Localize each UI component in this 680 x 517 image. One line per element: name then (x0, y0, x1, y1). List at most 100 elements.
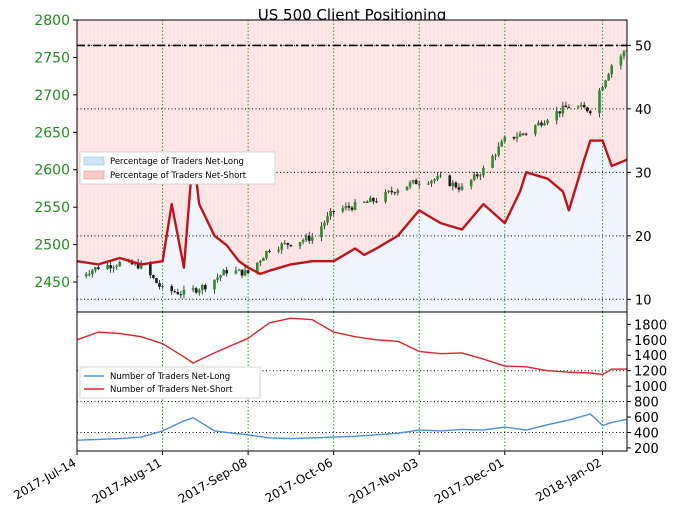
candle-body (451, 182, 455, 186)
candle-body (149, 262, 152, 276)
candle-body (344, 206, 348, 209)
date-tick-label: 2017-Oct-06 (263, 455, 335, 505)
candle-body (387, 190, 390, 192)
left-tick-label: 2800 (34, 13, 70, 29)
right-tick-label: 10 (635, 293, 652, 308)
left-tick-label: 2700 (34, 88, 70, 104)
candle-body (176, 292, 180, 295)
date-tick-label: 2017-Dec-01 (432, 455, 506, 506)
candle-body (625, 50, 627, 52)
candle-body (353, 202, 357, 210)
right-percent-axis: 10 20 30 40 50 (627, 39, 652, 308)
candle-body (283, 242, 287, 244)
left-tick-label: 2650 (34, 125, 70, 141)
left-tick-label: 2600 (34, 163, 70, 179)
candle-body (585, 107, 589, 112)
candle-body (243, 270, 247, 276)
candle-body (77, 276, 79, 278)
candle-body (561, 105, 565, 114)
percentage-area-fills (77, 20, 627, 312)
net-short-count-line (77, 317, 627, 376)
candle-body (286, 242, 290, 245)
candle-body (222, 269, 225, 276)
left-tick-label: 2550 (34, 200, 70, 216)
candle-body (323, 222, 326, 227)
date-tick-label: 2018-Jan-02 (533, 455, 604, 504)
bottom-panel-frame (76, 311, 628, 452)
net-short-area (77, 20, 627, 274)
count-tick-label: 1600 (634, 334, 667, 349)
candle-body (197, 290, 201, 293)
candle-body (341, 208, 345, 212)
candle-body (433, 179, 436, 181)
candle-body (417, 183, 421, 185)
candle-body (448, 175, 452, 186)
candle-body (503, 136, 507, 142)
candle-body (558, 111, 562, 114)
candle-body (521, 133, 525, 135)
trader-count-lines (77, 317, 627, 441)
candle-body (500, 141, 504, 147)
candle-body (375, 201, 378, 203)
candle-body (179, 294, 183, 296)
right-tick-label: 50 (635, 39, 652, 54)
right-tick-label: 20 (635, 230, 652, 245)
candle-body (310, 237, 314, 241)
candle-body (384, 191, 387, 202)
candle-body (396, 190, 400, 194)
candle-body (564, 105, 568, 108)
candle-body (411, 180, 415, 183)
candle-body (439, 175, 442, 177)
candle-body (240, 269, 244, 276)
count-tick-label: 1200 (634, 365, 667, 380)
candle-body (369, 197, 372, 203)
candle-body (365, 201, 369, 203)
candle-body (246, 270, 250, 274)
candle-body (320, 226, 323, 238)
candle-body (469, 179, 473, 187)
date-tick-label: 2017-Jul-14 (11, 455, 78, 502)
candle-body (298, 242, 302, 247)
candle-body (194, 288, 198, 293)
candle-body (277, 249, 280, 252)
candle-body (546, 120, 549, 124)
count-tick-label: 400 (634, 426, 659, 441)
candle-body (326, 216, 329, 223)
candle-body (598, 90, 601, 114)
bottom-legend: Number of Traders Net-Long Number of Tra… (79, 366, 261, 399)
candle-body (301, 240, 305, 243)
candle-body (265, 250, 268, 259)
candle-body (543, 123, 546, 126)
candle-body (152, 275, 155, 279)
count-tick-label: 1400 (634, 349, 667, 364)
candle-body (94, 267, 97, 271)
candle-body (430, 180, 433, 184)
candle-body (106, 265, 109, 270)
candle-body (589, 111, 592, 114)
candle-body (427, 183, 430, 185)
date-tick-label: 2017-Sep-08 (176, 455, 250, 506)
candle-body (607, 74, 610, 81)
candle-body (200, 285, 204, 291)
count-tick-label: 800 (634, 396, 659, 411)
candle-body (414, 180, 418, 185)
candle-body (115, 266, 119, 268)
candle-body (515, 136, 519, 139)
candle-body (158, 283, 161, 287)
date-axis: 2017-Jul-14 2017-Aug-11 2017-Sep-08 2017-Oc… (11, 451, 604, 506)
candle-body (610, 65, 614, 75)
candle-body (90, 270, 94, 275)
count-tick-label: 1800 (634, 318, 667, 333)
candle-body (534, 125, 537, 134)
candle-body (268, 250, 271, 252)
candle-body (524, 133, 528, 135)
candle-body (84, 274, 88, 277)
candle-body (332, 210, 335, 212)
net-long-area (77, 140, 627, 312)
right-tick-label: 40 (635, 103, 652, 118)
right-tick-label: 30 (635, 166, 652, 181)
date-tick-label: 2017-Nov-03 (347, 455, 421, 506)
legend-net-long-count: Number of Traders Net-Long (110, 372, 230, 382)
candle-body (454, 182, 458, 188)
